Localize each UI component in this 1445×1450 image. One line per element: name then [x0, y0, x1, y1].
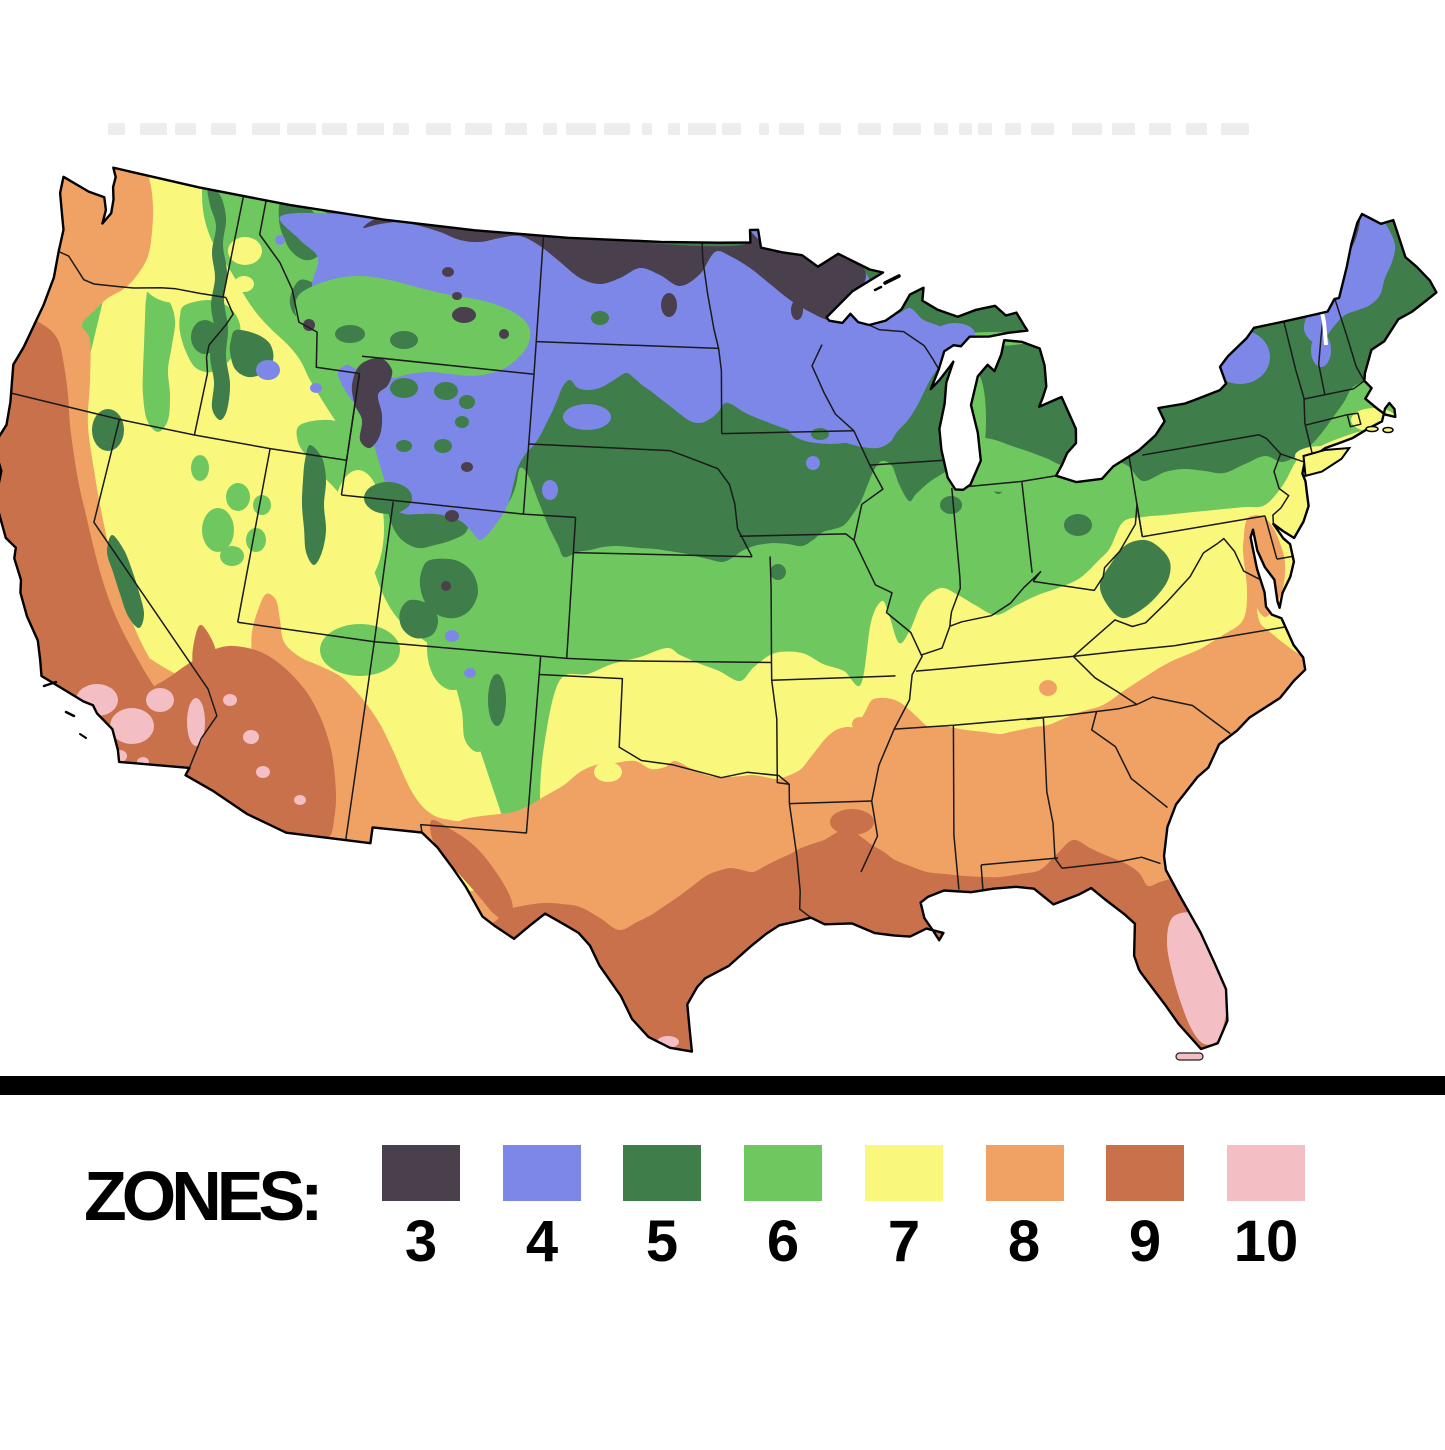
- svg-text:3: 3: [405, 1209, 437, 1274]
- svg-text:4: 4: [526, 1209, 558, 1274]
- svg-text:8: 8: [1008, 1209, 1040, 1274]
- svg-text:9: 9: [1129, 1209, 1161, 1274]
- svg-text:5: 5: [646, 1209, 678, 1274]
- svg-text:6: 6: [767, 1209, 799, 1274]
- svg-text:ZONES:: ZONES:: [84, 1157, 318, 1235]
- svg-text:7: 7: [888, 1209, 920, 1274]
- svg-text:10: 10: [1234, 1209, 1299, 1274]
